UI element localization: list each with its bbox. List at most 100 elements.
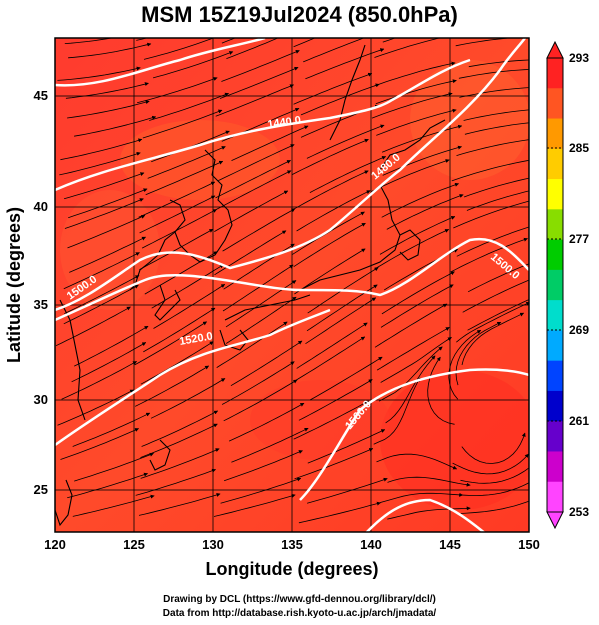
streamline: [143, 307, 216, 353]
streamline: [226, 38, 279, 59]
plot-frame: [54, 37, 530, 533]
x-axis-label: Longitude (degrees): [205, 559, 378, 579]
streamline: [463, 177, 529, 198]
streamline: [135, 468, 216, 496]
colorbar-segment: [547, 330, 563, 362]
streamline: [307, 429, 386, 464]
streamline: [140, 448, 220, 479]
y-tick-label: 25: [34, 482, 48, 497]
colorbar-segment: [547, 269, 563, 301]
streamline: [59, 151, 141, 176]
streamline: [294, 448, 374, 480]
streamline: [134, 321, 208, 366]
streamline: [374, 229, 450, 270]
x-axis: 120 125 130 135 140 145 150 Longitude (d…: [44, 537, 540, 579]
temperature-field: [55, 38, 529, 532]
streamline: [61, 361, 137, 400]
colorbar-segment: [547, 88, 563, 120]
streamline: [72, 412, 151, 447]
streamline: [291, 138, 369, 175]
streamline: [74, 325, 149, 367]
colorbar-segment: [547, 390, 563, 422]
streamline: [375, 79, 457, 105]
streamline: [467, 263, 529, 293]
streamline: [64, 38, 114, 44]
streamline: [451, 159, 529, 182]
streamline: [387, 476, 471, 487]
streamline: [462, 279, 529, 313]
colorbar-segment: [547, 481, 563, 513]
streamline: [461, 432, 526, 464]
colorbar-segment: [547, 118, 563, 150]
y-axis: 25 30 35 40 45 Latitude (degrees): [4, 88, 48, 497]
streamline: [387, 506, 471, 520]
y-axis-label: Latitude (degrees): [4, 207, 24, 363]
streamline: [467, 299, 529, 331]
colorbar-label: 253: [569, 505, 589, 519]
streamline: [448, 329, 482, 400]
colorbar-top-arrow: [546, 40, 564, 59]
y-tick-label: 40: [34, 199, 48, 214]
y-tick-label: 45: [34, 88, 48, 103]
streamline: [67, 215, 146, 249]
streamline: [460, 467, 529, 484]
streamline: [458, 482, 529, 496]
x-tick-label: 150: [518, 537, 540, 552]
streamline: [72, 494, 155, 517]
streamline: [453, 199, 529, 229]
streamline: [463, 109, 529, 121]
streamline: [379, 492, 464, 503]
streamline: [214, 190, 289, 232]
streamline: [371, 92, 453, 119]
streamline: [74, 115, 157, 137]
credit-line-2: Data from http://database.rish.kyoto-u.a…: [162, 608, 437, 619]
colorbar-segment: [547, 58, 563, 89]
streamline: [293, 170, 369, 210]
streamline: [380, 337, 452, 383]
streamline: [466, 190, 529, 211]
streamline: [139, 195, 216, 234]
streamline: [60, 428, 139, 460]
streamline: [300, 83, 380, 116]
x-tick-label: 120: [44, 537, 66, 552]
streamline: [379, 216, 456, 255]
streamline: [293, 222, 366, 268]
contour-label: 1440.0: [267, 114, 302, 131]
streamline: [381, 271, 455, 315]
streamline: [298, 501, 381, 524]
streamline: [231, 427, 309, 463]
streamline: [57, 389, 135, 426]
y-tick-label: 30: [34, 392, 48, 407]
coastlines: [55, 44, 446, 527]
streamline: [140, 423, 218, 458]
geopotential-contours: [55, 38, 529, 532]
streamline: [55, 306, 131, 347]
streamline: [296, 322, 368, 369]
colorbar-label: 261: [569, 414, 589, 428]
streamline: [219, 66, 299, 99]
streamline: [222, 264, 294, 312]
streamline: [427, 356, 455, 425]
streamline: [215, 84, 294, 117]
streamline: [63, 252, 140, 290]
x-tick-label: 135: [281, 537, 303, 552]
streamline: [138, 493, 221, 516]
colorbar-segment: [547, 421, 563, 452]
streamline: [293, 400, 369, 440]
colorbar-label: 293: [569, 51, 589, 65]
streamline: [374, 303, 448, 348]
streamline: [216, 170, 292, 210]
streamline: [468, 59, 529, 68]
lat-lon-grid: [55, 38, 529, 532]
streamline: [456, 226, 529, 257]
streamline: [141, 410, 219, 447]
streamline: [215, 160, 291, 199]
streamline: [381, 182, 459, 218]
colorbar-bottom-arrow: [546, 511, 564, 530]
streamline: [143, 38, 215, 60]
streamline: [374, 38, 442, 58]
x-tick-label: 125: [123, 537, 145, 552]
streamline: [309, 156, 387, 193]
streamline: [371, 159, 450, 192]
streamline: [376, 453, 458, 470]
